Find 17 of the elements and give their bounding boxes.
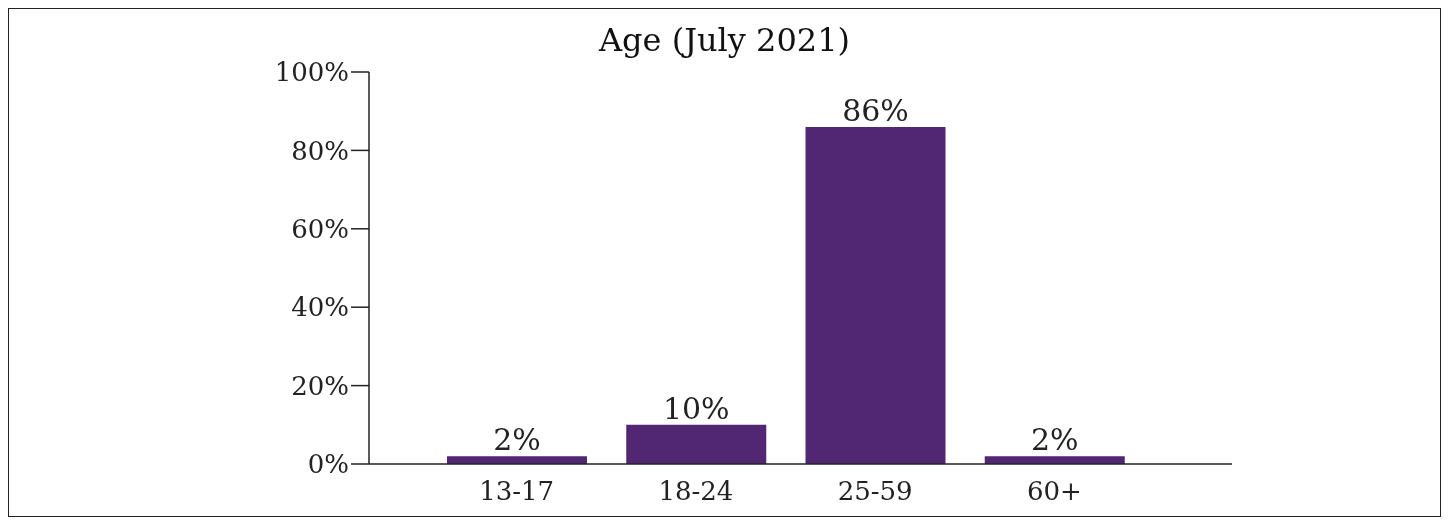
data-label: 2% <box>493 422 541 458</box>
y-tick-label: 60% <box>291 214 349 245</box>
y-tick-label: 80% <box>291 135 349 166</box>
data-label: 2% <box>1030 422 1079 458</box>
y-tick-label: 100% <box>274 57 349 88</box>
chart-title: Age (July 2021) <box>597 21 851 59</box>
y-tick-label: 20% <box>291 370 349 401</box>
y-tick-label: 0% <box>307 449 349 480</box>
y-tick-label: 40% <box>291 292 349 323</box>
bar <box>805 126 946 464</box>
x-tick-label: 18-24 <box>658 476 734 507</box>
bar <box>626 424 767 464</box>
x-tick-label: 13-17 <box>479 476 555 507</box>
x-tick-label: 25-59 <box>837 476 913 507</box>
x-tick-label: 60+ <box>1026 476 1082 507</box>
data-label: 10% <box>662 390 730 426</box>
data-label: 86% <box>842 92 909 128</box>
